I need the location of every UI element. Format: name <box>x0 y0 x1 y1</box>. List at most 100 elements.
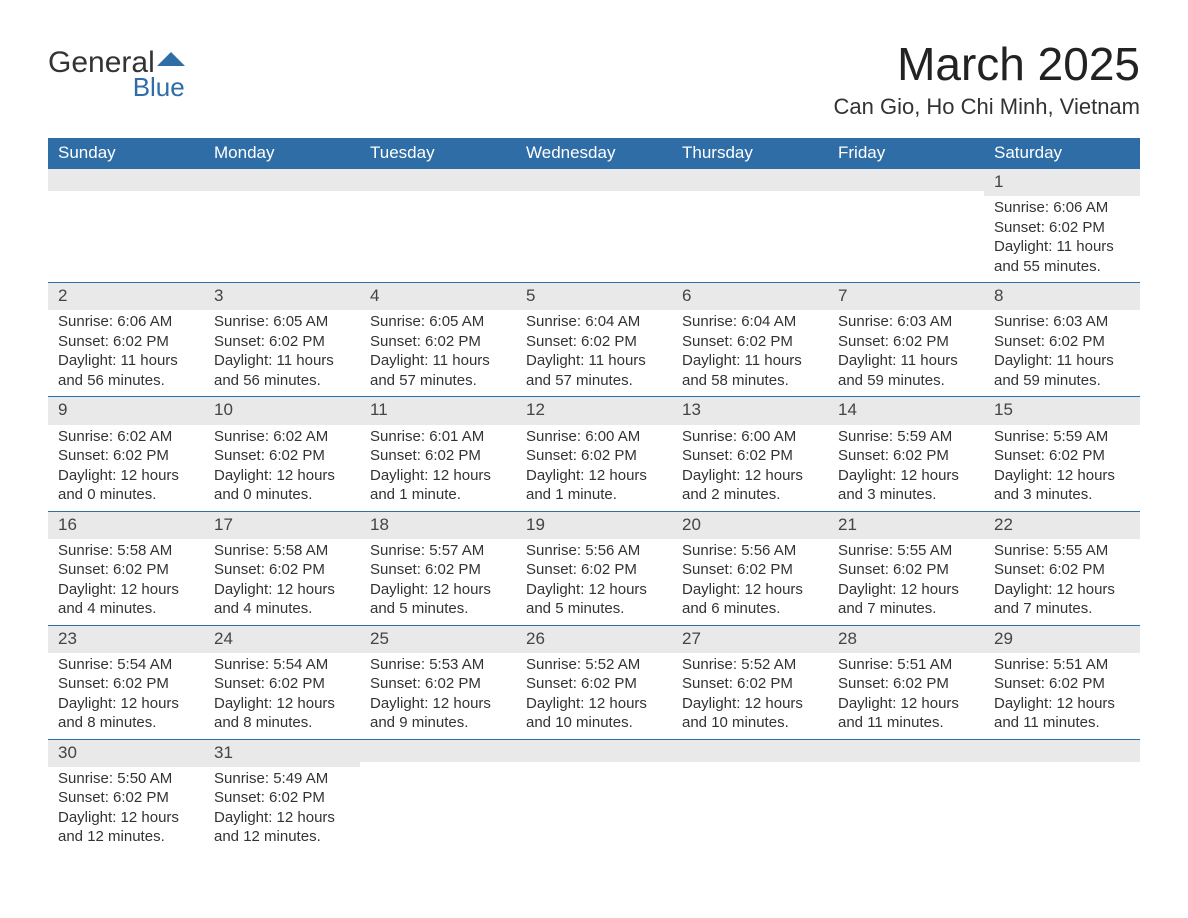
calendar-cell: 24Sunrise: 5:54 AMSunset: 6:02 PMDayligh… <box>204 625 360 739</box>
sunrise-text: Sunrise: 5:58 AM <box>58 541 194 561</box>
calendar-cell <box>984 739 1140 853</box>
daylight-text: Daylight: 12 hours and 10 minutes. <box>682 694 818 733</box>
day-number: 24 <box>204 626 360 653</box>
sunset-text: Sunset: 6:02 PM <box>526 332 662 352</box>
day-body: Sunrise: 5:51 AMSunset: 6:02 PMDaylight:… <box>828 653 984 739</box>
day-body: Sunrise: 5:56 AMSunset: 6:02 PMDaylight:… <box>672 539 828 625</box>
day-header: Tuesday <box>360 138 516 169</box>
daylight-text: Daylight: 12 hours and 9 minutes. <box>370 694 506 733</box>
calendar-week-row: 30Sunrise: 5:50 AMSunset: 6:02 PMDayligh… <box>48 739 1140 853</box>
calendar-week-row: 23Sunrise: 5:54 AMSunset: 6:02 PMDayligh… <box>48 625 1140 739</box>
day-body: Sunrise: 6:03 AMSunset: 6:02 PMDaylight:… <box>984 310 1140 396</box>
sunset-text: Sunset: 6:02 PM <box>58 332 194 352</box>
day-body: Sunrise: 5:52 AMSunset: 6:02 PMDaylight:… <box>516 653 672 739</box>
calendar-cell: 14Sunrise: 5:59 AMSunset: 6:02 PMDayligh… <box>828 397 984 511</box>
calendar-cell: 17Sunrise: 5:58 AMSunset: 6:02 PMDayligh… <box>204 511 360 625</box>
sunrise-text: Sunrise: 5:51 AM <box>994 655 1130 675</box>
day-body <box>828 191 984 265</box>
day-body <box>828 762 984 836</box>
calendar-cell: 25Sunrise: 5:53 AMSunset: 6:02 PMDayligh… <box>360 625 516 739</box>
calendar-cell: 13Sunrise: 6:00 AMSunset: 6:02 PMDayligh… <box>672 397 828 511</box>
sunrise-text: Sunrise: 5:51 AM <box>838 655 974 675</box>
sunset-text: Sunset: 6:02 PM <box>994 674 1130 694</box>
day-body <box>672 191 828 265</box>
daylight-text: Daylight: 12 hours and 3 minutes. <box>994 466 1130 505</box>
calendar-cell: 4Sunrise: 6:05 AMSunset: 6:02 PMDaylight… <box>360 283 516 397</box>
sunset-text: Sunset: 6:02 PM <box>682 560 818 580</box>
day-body <box>360 762 516 836</box>
calendar-cell <box>672 739 828 853</box>
calendar-cell: 9Sunrise: 6:02 AMSunset: 6:02 PMDaylight… <box>48 397 204 511</box>
sunset-text: Sunset: 6:02 PM <box>58 674 194 694</box>
day-body <box>516 762 672 836</box>
day-header: Sunday <box>48 138 204 169</box>
sunset-text: Sunset: 6:02 PM <box>994 332 1130 352</box>
day-body: Sunrise: 5:54 AMSunset: 6:02 PMDaylight:… <box>48 653 204 739</box>
sunset-text: Sunset: 6:02 PM <box>214 674 350 694</box>
day-number: 4 <box>360 283 516 310</box>
sunset-text: Sunset: 6:02 PM <box>58 560 194 580</box>
day-number: 26 <box>516 626 672 653</box>
sunrise-text: Sunrise: 6:06 AM <box>58 312 194 332</box>
day-body: Sunrise: 6:02 AMSunset: 6:02 PMDaylight:… <box>204 425 360 511</box>
sunset-text: Sunset: 6:02 PM <box>838 674 974 694</box>
day-body: Sunrise: 5:58 AMSunset: 6:02 PMDaylight:… <box>204 539 360 625</box>
location-subtitle: Can Gio, Ho Chi Minh, Vietnam <box>833 94 1140 120</box>
sunrise-text: Sunrise: 5:49 AM <box>214 769 350 789</box>
day-body: Sunrise: 5:54 AMSunset: 6:02 PMDaylight:… <box>204 653 360 739</box>
day-number <box>672 169 828 191</box>
sunrise-text: Sunrise: 6:03 AM <box>994 312 1130 332</box>
daylight-text: Daylight: 12 hours and 10 minutes. <box>526 694 662 733</box>
day-number: 10 <box>204 397 360 424</box>
day-body: Sunrise: 5:51 AMSunset: 6:02 PMDaylight:… <box>984 653 1140 739</box>
calendar-week-row: 1Sunrise: 6:06 AMSunset: 6:02 PMDaylight… <box>48 169 1140 283</box>
sunset-text: Sunset: 6:02 PM <box>214 788 350 808</box>
daylight-text: Daylight: 12 hours and 1 minute. <box>526 466 662 505</box>
sunset-text: Sunset: 6:02 PM <box>682 332 818 352</box>
day-header: Friday <box>828 138 984 169</box>
daylight-text: Daylight: 12 hours and 5 minutes. <box>526 580 662 619</box>
day-number: 2 <box>48 283 204 310</box>
day-number: 12 <box>516 397 672 424</box>
day-number: 6 <box>672 283 828 310</box>
calendar-cell: 2Sunrise: 6:06 AMSunset: 6:02 PMDaylight… <box>48 283 204 397</box>
daylight-text: Daylight: 12 hours and 0 minutes. <box>214 466 350 505</box>
calendar-cell: 6Sunrise: 6:04 AMSunset: 6:02 PMDaylight… <box>672 283 828 397</box>
day-number: 19 <box>516 512 672 539</box>
day-number: 20 <box>672 512 828 539</box>
sunrise-text: Sunrise: 5:54 AM <box>58 655 194 675</box>
daylight-text: Daylight: 12 hours and 11 minutes. <box>838 694 974 733</box>
sunset-text: Sunset: 6:02 PM <box>370 332 506 352</box>
sunrise-text: Sunrise: 5:58 AM <box>214 541 350 561</box>
day-number <box>204 169 360 191</box>
sunset-text: Sunset: 6:02 PM <box>526 560 662 580</box>
sunset-text: Sunset: 6:02 PM <box>58 446 194 466</box>
calendar-cell: 30Sunrise: 5:50 AMSunset: 6:02 PMDayligh… <box>48 739 204 853</box>
calendar-cell: 3Sunrise: 6:05 AMSunset: 6:02 PMDaylight… <box>204 283 360 397</box>
sunrise-text: Sunrise: 5:55 AM <box>994 541 1130 561</box>
daylight-text: Daylight: 11 hours and 59 minutes. <box>838 351 974 390</box>
daylight-text: Daylight: 12 hours and 12 minutes. <box>214 808 350 847</box>
sunrise-text: Sunrise: 6:05 AM <box>370 312 506 332</box>
sunset-text: Sunset: 6:02 PM <box>214 332 350 352</box>
day-body <box>48 191 204 265</box>
sunset-text: Sunset: 6:02 PM <box>682 674 818 694</box>
day-body: Sunrise: 6:06 AMSunset: 6:02 PMDaylight:… <box>984 196 1140 282</box>
daylight-text: Daylight: 11 hours and 59 minutes. <box>994 351 1130 390</box>
day-header-row: Sunday Monday Tuesday Wednesday Thursday… <box>48 138 1140 169</box>
sunrise-text: Sunrise: 6:00 AM <box>682 427 818 447</box>
daylight-text: Daylight: 11 hours and 56 minutes. <box>214 351 350 390</box>
title-block: March 2025 Can Gio, Ho Chi Minh, Vietnam <box>833 40 1140 120</box>
calendar-cell <box>360 739 516 853</box>
calendar-cell: 27Sunrise: 5:52 AMSunset: 6:02 PMDayligh… <box>672 625 828 739</box>
sunset-text: Sunset: 6:02 PM <box>58 788 194 808</box>
daylight-text: Daylight: 12 hours and 0 minutes. <box>58 466 194 505</box>
logo-flag-icon <box>157 48 191 75</box>
day-number: 30 <box>48 740 204 767</box>
sunrise-text: Sunrise: 6:05 AM <box>214 312 350 332</box>
day-number <box>984 740 1140 762</box>
calendar-cell: 29Sunrise: 5:51 AMSunset: 6:02 PMDayligh… <box>984 625 1140 739</box>
day-body: Sunrise: 6:00 AMSunset: 6:02 PMDaylight:… <box>516 425 672 511</box>
sunrise-text: Sunrise: 5:57 AM <box>370 541 506 561</box>
day-body: Sunrise: 5:52 AMSunset: 6:02 PMDaylight:… <box>672 653 828 739</box>
